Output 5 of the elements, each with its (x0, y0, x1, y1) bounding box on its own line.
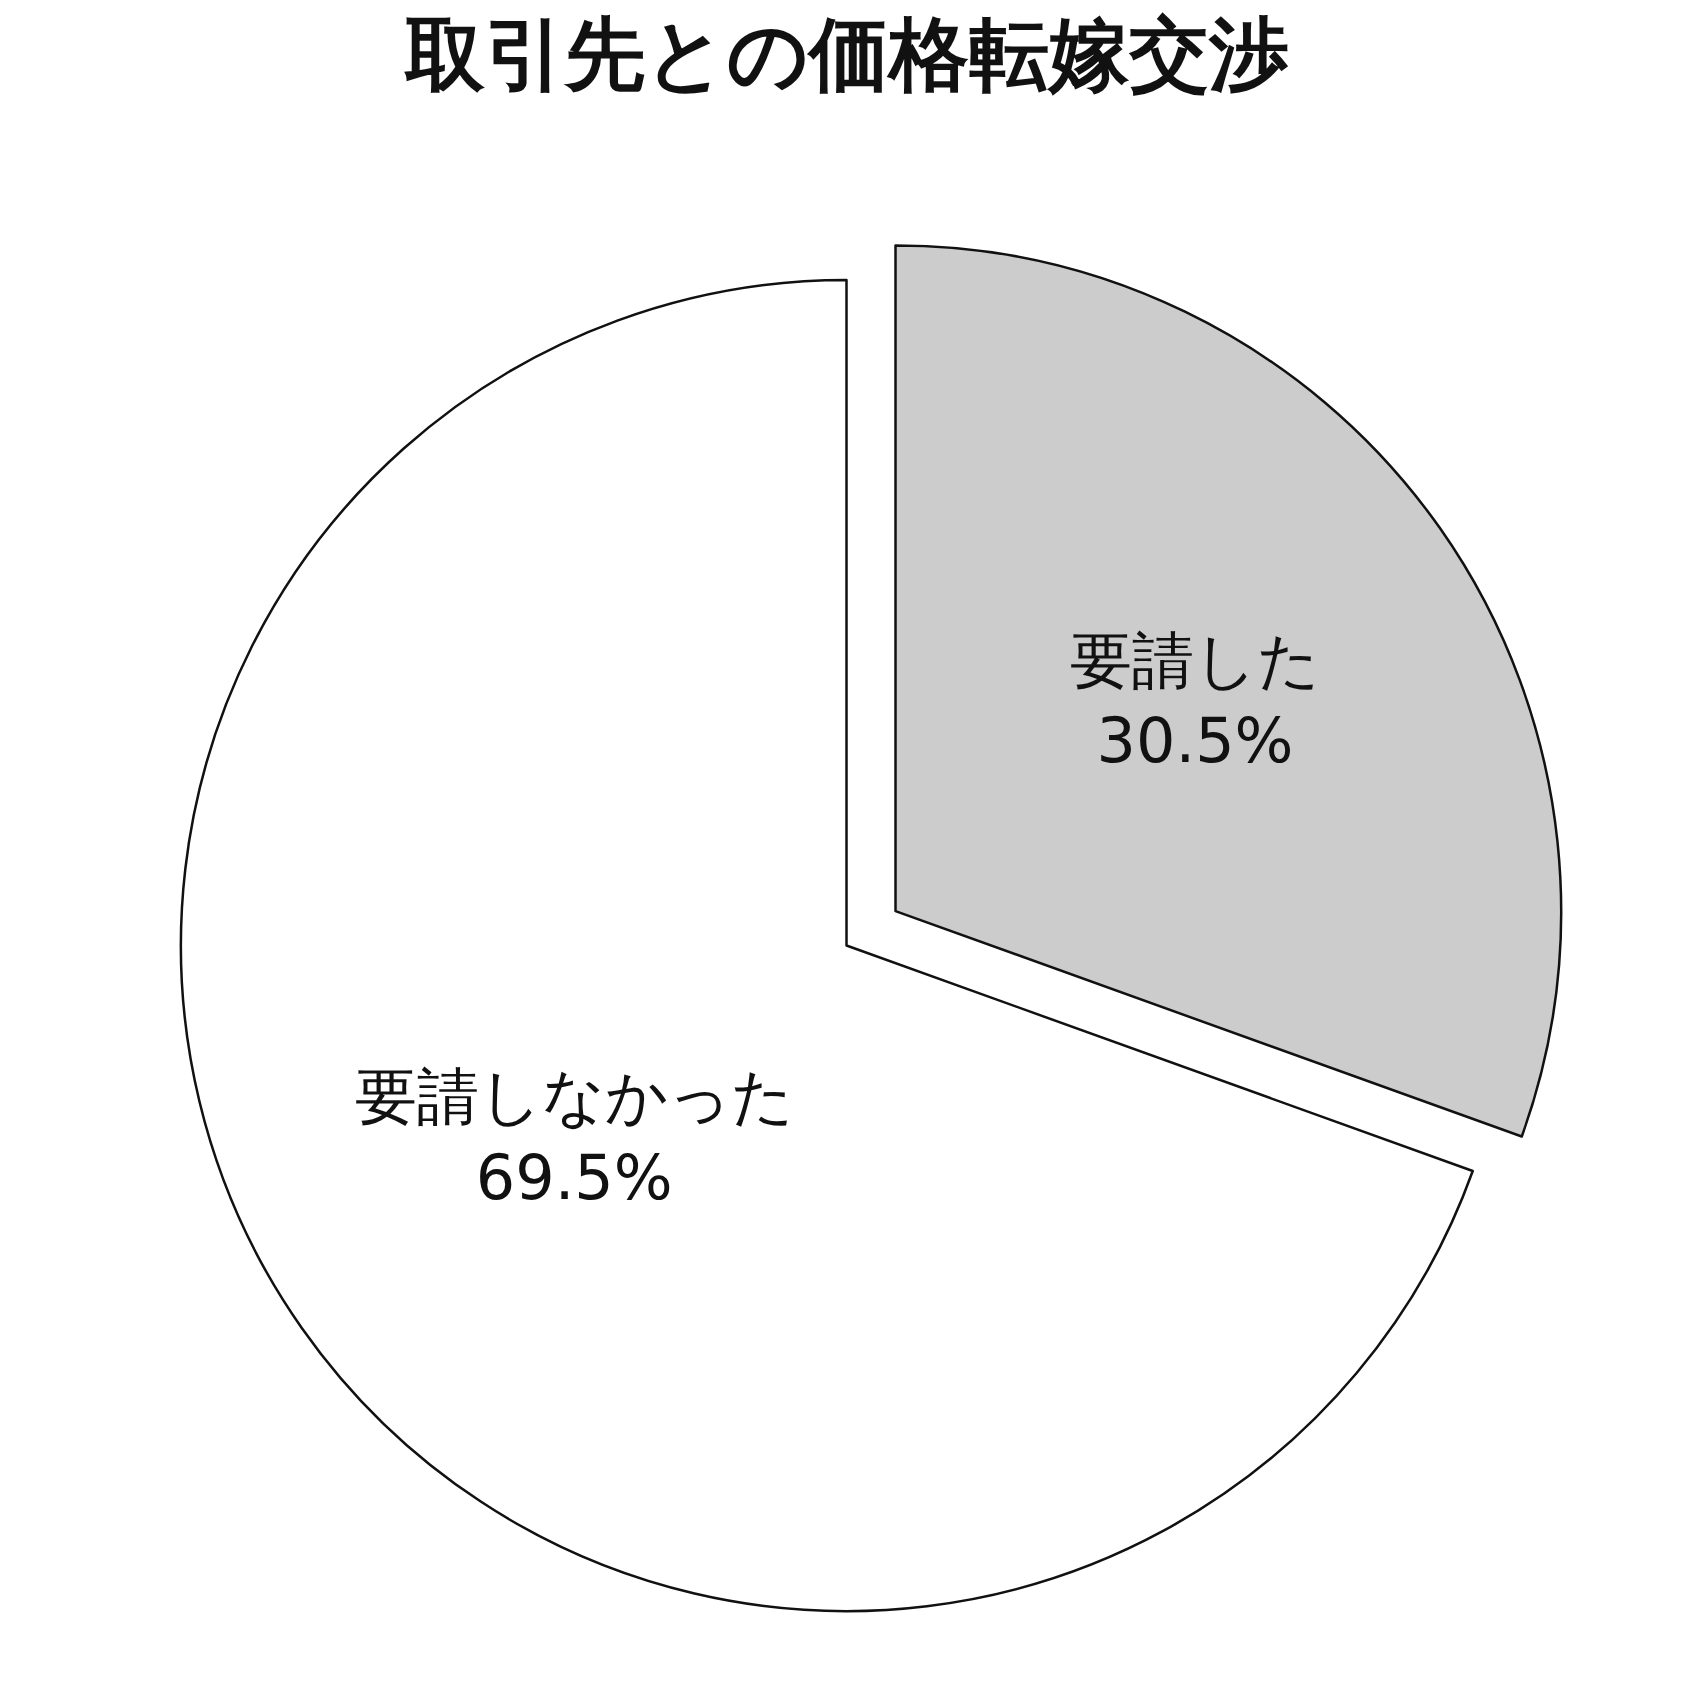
data-label: 30.5% (1096, 704, 1294, 778)
chart-title: 取引先との価格転嫁交渉 (403, 7, 1289, 101)
slice-label: 要請しなかった (354, 1060, 794, 1134)
slice-label: 要請した (1070, 623, 1321, 697)
data-label: 69.5% (475, 1140, 673, 1214)
